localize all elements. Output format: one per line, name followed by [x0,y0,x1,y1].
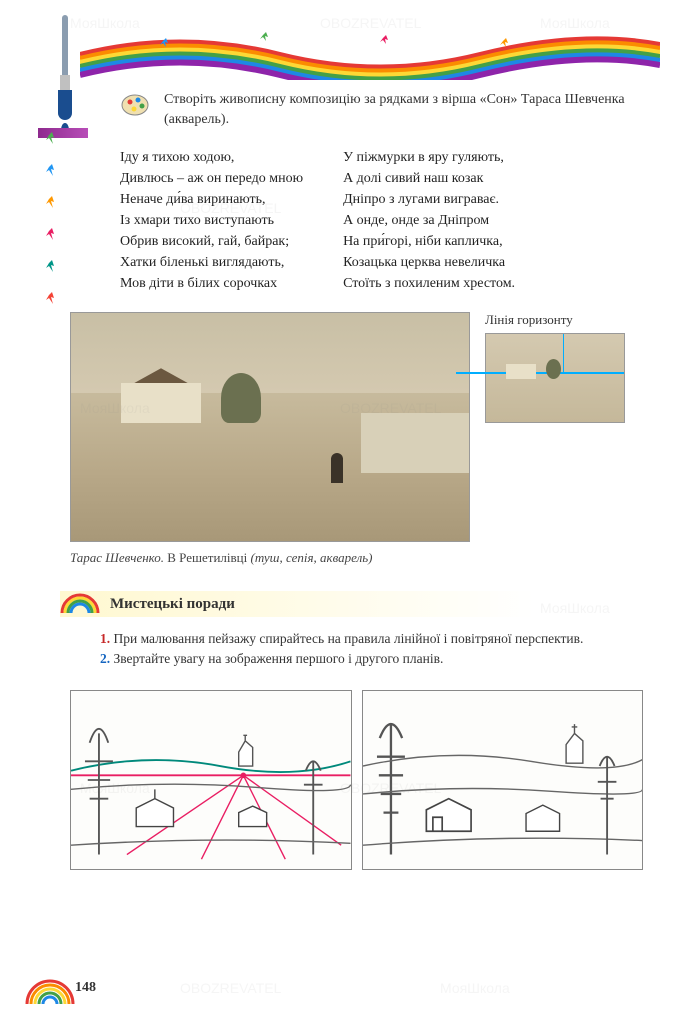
rainbow-wave-icon [80,30,660,80]
artwork-title: В Решетилівці [167,550,247,565]
tip-item: 2. Звертайте увагу на зображення першого… [100,649,653,669]
diagram-row [70,690,643,870]
hand-icon [40,130,64,154]
perspective-diagram-left [70,690,352,870]
rainbow-header [40,20,653,110]
hand-icons-column [40,130,64,314]
paintbrush-icon [50,15,80,145]
rainbow-icon [60,593,100,615]
artwork-row: Лінія горизонту [70,312,653,542]
page-number: 148 [75,980,96,996]
hand-icon [40,162,64,186]
hand-icon [40,194,64,218]
artwork-small-image [485,333,625,423]
tip-number: 1. [100,631,110,646]
section-header: Мистецькі поради [60,591,653,617]
hand-icon [40,290,64,314]
tip-text: Звертайте увагу на зображення першого і … [110,651,443,666]
horizon-label: Лінія горизонту [485,312,573,328]
artwork-main-image [70,312,470,542]
perspective-diagram-right [362,690,644,870]
hand-icon [40,258,64,282]
horizon-line [456,372,624,374]
tip-number: 2. [100,651,110,666]
hand-icon [40,226,64,250]
tips-list: 1. При малювання пейзажу спирайтесь на п… [100,629,653,670]
poem-right: У піжмурки в яру гуляють, А долі сивий н… [343,147,515,294]
artwork-caption: Тарас Шевченко. В Решетилівці (туш, сепі… [70,550,653,566]
artwork-side: Лінія горизонту [485,312,625,423]
poem-left: Іду я тихою ходою, Дивлюсь – аж он перед… [120,147,303,294]
section-title: Мистецькі поради [110,596,235,612]
tip-text: При малювання пейзажу спирайтесь на прав… [110,631,583,646]
artwork-author: Тарас Шевченко. [70,550,164,565]
poem-block: Іду я тихою ходою, Дивлюсь – аж он перед… [120,147,653,294]
artwork-medium: (туш, сепія, акварель) [251,550,373,565]
page-content: Створіть живописну композицію за рядками… [0,0,693,890]
tip-item: 1. При малювання пейзажу спирайтесь на п… [100,629,653,649]
corner-rainbow-icon [25,976,75,1006]
